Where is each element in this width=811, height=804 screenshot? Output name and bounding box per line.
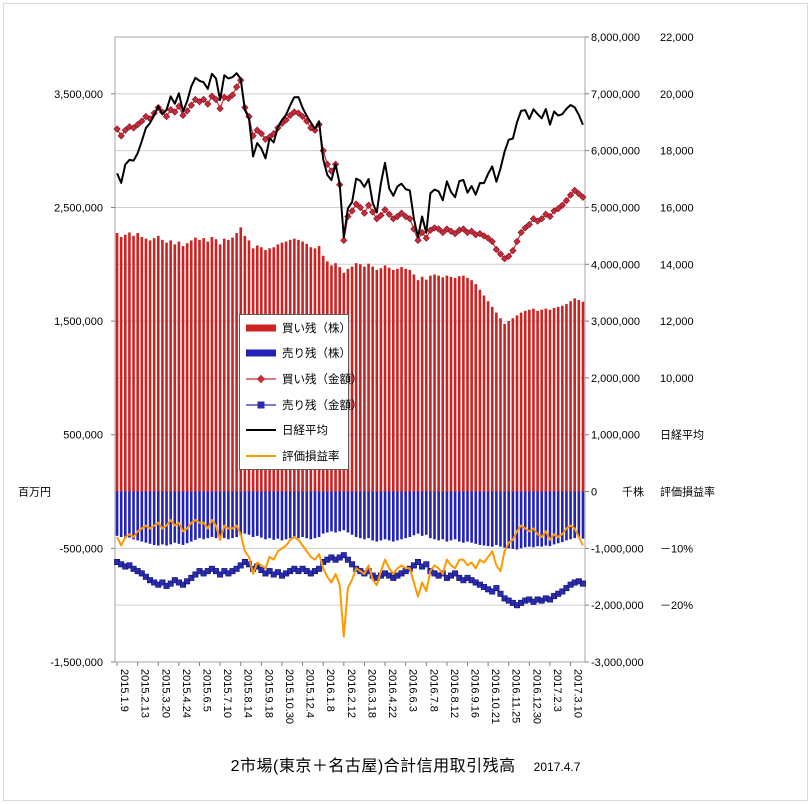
chart-legend: 買い残（株） 売り残（株） 買い残（金額） 売り残（金額） — [239, 314, 363, 470]
x-axis-tick-label: 2015.10.30 — [283, 669, 295, 724]
x-axis-tick-label: 2015.12.4 — [304, 669, 316, 718]
series-sell-balance-amount-markers — [114, 552, 586, 609]
axis-tick-label: 18,000 — [660, 146, 694, 158]
x-axis-tick-label: 2017.2.3 — [551, 669, 563, 712]
chart-as-of-date: 2017.4.7 — [533, 760, 581, 774]
legend-item-valuation-pl: 評価損益率 — [240, 443, 348, 469]
series-buy-balance-amount-line — [116, 79, 584, 260]
axis-tick-label: -500,000 — [60, 543, 103, 555]
x-axis-tick-label: 2015.1.9 — [118, 669, 130, 712]
legend-item-sell-amount: 売り残（金額） — [240, 392, 363, 418]
axis-tick-label: 3,000,000 — [591, 316, 640, 328]
x-axis-tick-label: 2016.4.22 — [386, 669, 398, 718]
series-valuation-pl-line — [116, 519, 584, 638]
x-axis-tick-label: 2016.7.8 — [427, 669, 439, 712]
x-axis-tick-label: 2016.3.18 — [365, 669, 377, 718]
x-axis-tick-label: 2017.3.10 — [572, 669, 584, 718]
axis-tick-label: -3,000,000 — [591, 657, 644, 669]
x-axis-tick-label: 2015.6.5 — [201, 669, 213, 712]
plot-border — [114, 36, 586, 663]
valuation-pl-axis-title: 評価損益率 — [660, 485, 715, 499]
x-axis-tick-label: 2016.1.8 — [324, 669, 336, 712]
axis-tick-label: -1,500,000 — [50, 657, 103, 669]
x-axis-tick-label: 2015.9.18 — [262, 669, 274, 718]
x-axis-tick-label: 2015.8.14 — [242, 669, 254, 718]
x-axis-tick-label: 2016.9.16 — [469, 669, 481, 718]
legend-swatch-valuation-pl — [246, 454, 276, 457]
legend-item-sell-shares: 売り残（株） — [240, 341, 351, 367]
legend-label-nikkei: 日経平均 — [282, 425, 328, 438]
x-axis-labels: 2015.1.9 2015.2.13 2015.3.20 2015.4.24 2015.… — [118, 669, 583, 724]
axis-tick-label: 5,000,000 — [591, 202, 640, 214]
axis-tick-label: 500,000 — [63, 430, 103, 442]
axis-tick-label: －10% — [660, 543, 693, 555]
nikkei-axis-title: 日経平均 — [660, 429, 704, 442]
series-sell-balance-shares-bars — [115, 491, 585, 550]
legend-label-sell-amount: 売り残（金額） — [282, 399, 363, 412]
legend-item-buy-shares: 買い残（株） — [240, 315, 351, 341]
x-axis-tick-label: 2016.11.25 — [510, 669, 522, 723]
legend-item-nikkei: 日経平均 — [240, 417, 348, 443]
axis-tick-label: 3,500,000 — [54, 89, 103, 101]
axis-tick-label: 10,000 — [660, 373, 694, 385]
legend-label-buy-amount: 買い残（金額） — [282, 373, 363, 386]
right-axis-unit-label: 千株 — [622, 485, 644, 499]
axis-tick-label: 22,000 — [660, 32, 694, 44]
left-axis-unit-label: 百万円 — [18, 487, 51, 499]
x-axis-tick-label: 2015.3.20 — [159, 669, 171, 718]
x-axis-tick-label: 2016.6.3 — [407, 669, 419, 712]
legend-swatch-sell-shares — [246, 349, 276, 357]
axis-tick-label: 2,000,000 — [591, 373, 640, 385]
chart-title: 2市場(東京＋名古屋)合計信用取引残高 — [230, 758, 516, 775]
axis-tick-label: 1,000,000 — [591, 430, 640, 442]
axis-tick-label: 7,000,000 — [591, 89, 640, 101]
axis-tick-label: －20% — [660, 600, 693, 612]
chart-title-row: 2市場(東京＋名古屋)合計信用取引残高 2017.4.7 — [0, 752, 811, 776]
x-axis-tick-label: 2016.2.12 — [345, 669, 357, 718]
left-axis-labels: 3,500,000 2,500,000 1,500,000 500,000 -500,0… — [18, 89, 103, 669]
x-axis-tick-label: 2016.12.30 — [530, 669, 542, 724]
axis-tick-label: 14,000 — [660, 259, 694, 271]
x-axis-tick-label: 2016.10.21 — [489, 669, 501, 724]
axis-tick-label: 1,500,000 — [54, 316, 103, 328]
axis-tick-label: 8,000,000 — [591, 32, 640, 44]
far-right-axis-labels: 22,000 20,000 18,000 16,000 14,000 12,000 10,0… — [660, 32, 715, 612]
legend-label-buy-shares: 買い残（株） — [282, 322, 351, 335]
legend-label-valuation-pl: 評価損益率 — [282, 450, 340, 463]
axis-tick-label: -2,000,000 — [591, 600, 644, 612]
axis-tick-label: 2,500,000 — [54, 202, 103, 214]
axis-tick-label: 6,000,000 — [591, 146, 640, 158]
series-buy-balance-amount-markers — [113, 76, 587, 263]
legend-swatch-buy-shares — [246, 324, 276, 332]
axis-tick-label: 16,000 — [660, 202, 694, 214]
axis-tick-label: 0 — [591, 487, 597, 499]
legend-label-sell-shares: 売り残（株） — [282, 348, 351, 361]
gridlines — [115, 93, 585, 606]
x-axis-tick-label: 2015.4.24 — [180, 669, 192, 718]
x-axis-tick-label: 2015.7.10 — [221, 669, 233, 718]
axis-tick-label: 20,000 — [660, 89, 694, 101]
legend-item-buy-amount: 買い残（金額） — [240, 366, 363, 392]
axis-tick-label: 4,000,000 — [591, 259, 640, 271]
x-axis-tick-label: 2016.8.12 — [448, 669, 460, 718]
legend-swatch-nikkei — [246, 429, 276, 432]
legend-swatch-sell-amount — [246, 401, 276, 409]
x-axis-tick-label: 2015.2.13 — [139, 669, 151, 718]
series-nikkei-line — [116, 72, 584, 239]
right-axis-labels: 8,000,000 7,000,000 6,000,000 5,000,000 4,00… — [591, 32, 644, 669]
legend-swatch-buy-amount — [246, 374, 276, 384]
axis-ticks — [111, 36, 589, 666]
axis-tick-label: -1,000,000 — [591, 543, 644, 555]
axis-tick-label: 12,000 — [660, 316, 694, 328]
